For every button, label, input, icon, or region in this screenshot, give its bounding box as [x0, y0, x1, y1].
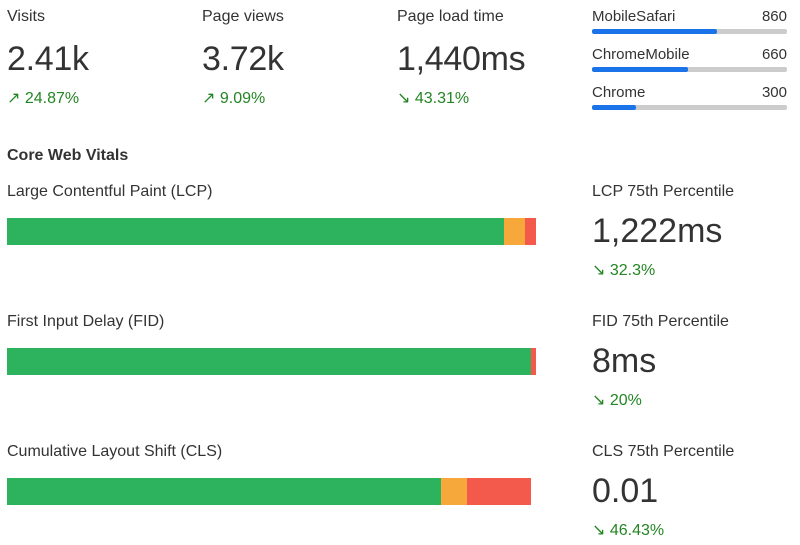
lcp-percentile-value: 1,222ms: [592, 212, 723, 250]
fid-percentile-value: 8ms: [592, 342, 657, 380]
fid-good-segment[interactable]: [7, 348, 531, 375]
lcp-good-segment[interactable]: [7, 218, 505, 245]
cls-good-segment[interactable]: [7, 478, 441, 505]
cls-percentile-value: 0.01: [592, 472, 659, 510]
metric-page-load-time-value: 1,440ms: [397, 40, 526, 78]
metric-page-views-label: Page views: [202, 8, 284, 25]
fid-percentile-label: FID 75th Percentile: [592, 313, 729, 330]
browser-count: 860: [761, 8, 787, 25]
browser-bar-track: [592, 29, 787, 34]
browser-bar-fill: [592, 105, 636, 110]
metric-page-load-time-label: Page load time: [397, 8, 504, 25]
lcp-percentile-label: LCP 75th Percentile: [592, 183, 735, 200]
browser-bar-track: [592, 67, 787, 72]
cls-poor-segment[interactable]: [467, 478, 531, 505]
lcp-poor-segment[interactable]: [525, 218, 536, 245]
cls-percentile-label: CLS 75th Percentile: [592, 443, 735, 460]
metric-visits-label: Visits: [7, 8, 45, 25]
browser-count: 300: [761, 84, 787, 101]
metric-page-load-time-change: ↘ 43.31%: [397, 90, 470, 107]
cls-label: Cumulative Layout Shift (CLS): [7, 443, 223, 460]
core-web-vitals-title: Core Web Vitals: [7, 147, 129, 164]
browser-bar-fill: [592, 29, 718, 34]
browser-row-mobilesafari[interactable]: MobileSafari 860: [592, 0, 787, 40]
lcp-distribution-bar[interactable]: [7, 218, 536, 245]
cls-distribution-bar[interactable]: [7, 478, 536, 505]
browser-bar-fill: [592, 67, 689, 72]
cls-needs-improvement-segment[interactable]: [440, 478, 468, 505]
cls-percentile-change: ↘ 46.43%: [592, 522, 665, 539]
lcp-label: Large Contentful Paint (LCP): [7, 183, 213, 200]
browser-row-chromemobile[interactable]: ChromeMobile 660: [592, 38, 787, 78]
browser-bar-track: [592, 105, 787, 110]
fid-poor-segment[interactable]: [530, 348, 536, 375]
metric-visits-value: 2.41k: [7, 40, 89, 78]
browser-name: ChromeMobile: [592, 46, 690, 63]
browser-name: MobileSafari: [592, 8, 676, 25]
browser-name: Chrome: [592, 84, 646, 101]
metric-visits-change: ↗ 24.87%: [7, 90, 80, 107]
browser-row-chrome[interactable]: Chrome 300: [592, 76, 787, 116]
lcp-percentile-change: ↘ 32.3%: [592, 262, 656, 279]
fid-label: First Input Delay (FID): [7, 313, 165, 330]
fid-distribution-bar[interactable]: [7, 348, 536, 375]
lcp-needs-improvement-segment[interactable]: [504, 218, 526, 245]
fid-percentile-change: ↘ 20%: [592, 392, 642, 409]
metric-page-views-value: 3.72k: [202, 40, 284, 78]
metric-page-views-change: ↗ 9.09%: [202, 90, 266, 107]
browser-count: 660: [761, 46, 787, 63]
